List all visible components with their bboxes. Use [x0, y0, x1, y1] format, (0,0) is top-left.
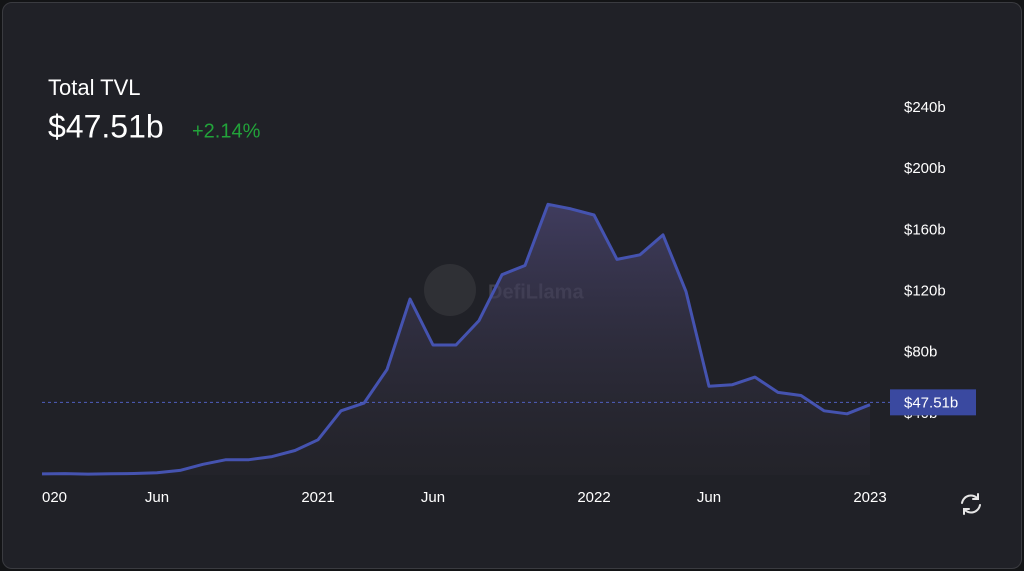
watermark-logo [424, 264, 476, 316]
x-tick-label: Jun [421, 489, 445, 506]
reference-badge [890, 389, 976, 416]
line [41, 202, 871, 476]
y-tick-label: $160b [904, 221, 946, 238]
refresh-arrow [963, 508, 970, 515]
headline-value: $47.51b [48, 108, 164, 144]
reference-label: $47.51b [904, 394, 958, 411]
refresh-arc [961, 494, 979, 504]
x-tick-label: 2023 [853, 489, 886, 506]
change: +2.14% [192, 120, 261, 142]
x-tick-label: 020 [42, 489, 67, 506]
y-tick-label: $240b [904, 99, 946, 116]
x-tick-label: Jun [697, 489, 721, 506]
y-tick-label: $120b [904, 282, 946, 299]
x-tick-label: 2022 [577, 489, 610, 506]
x-tick-label: Jun [145, 489, 169, 506]
refresh-icon[interactable] [961, 493, 981, 515]
area [42, 204, 870, 476]
x-tick-label: 2021 [301, 489, 334, 506]
refresh-arc [963, 504, 981, 514]
refresh-arrow [972, 493, 979, 500]
y-tick-label: $200b [904, 160, 946, 177]
y-tick-label: $80b [904, 344, 937, 361]
chart-title: Total TVL [48, 75, 141, 100]
